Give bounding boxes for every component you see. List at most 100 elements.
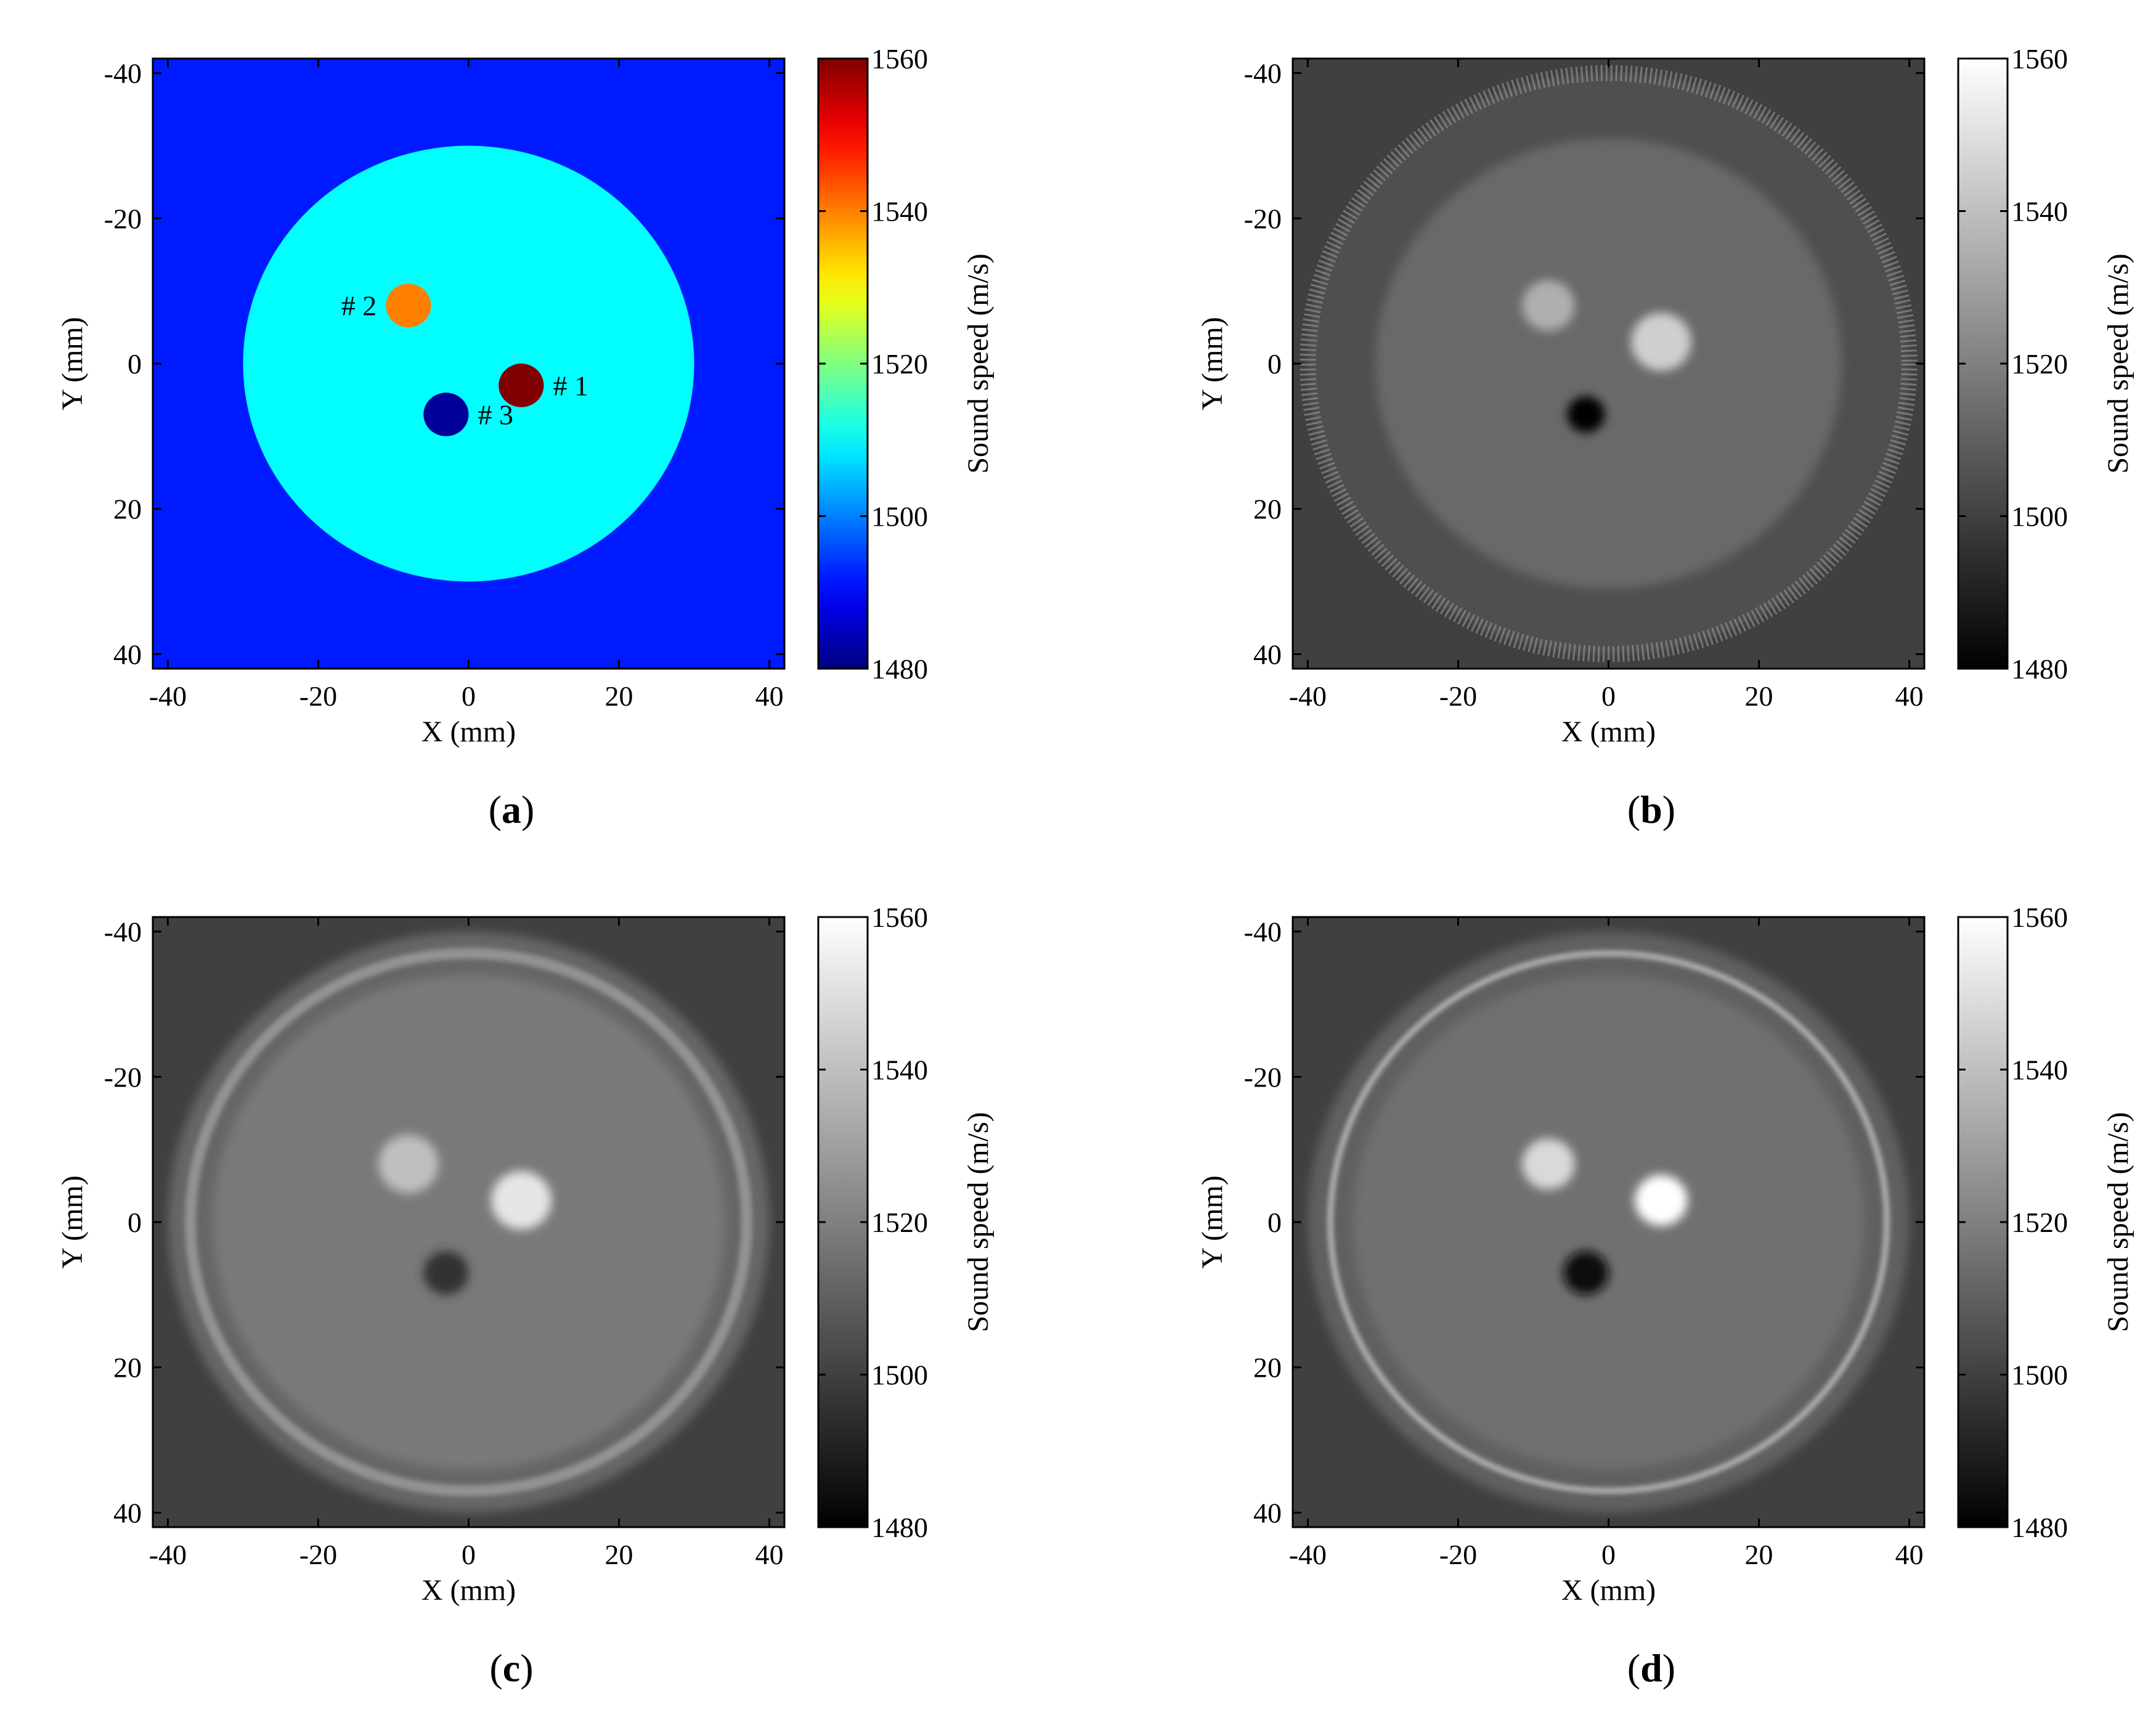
colorbar-tick-label: 1500: [871, 1360, 928, 1391]
inclusion-label-1: # 1: [553, 370, 589, 401]
y-tick-label: 40: [113, 638, 142, 670]
inclusion-1: [1635, 1175, 1688, 1226]
panel-label: (b): [1627, 788, 1675, 831]
y-axis-label: Y (mm): [56, 317, 89, 410]
colorbar-tick-label: 1480: [2011, 653, 2068, 685]
inclusion-label-2: # 2: [341, 290, 377, 322]
colorbar-tick-label: 1480: [871, 1512, 928, 1543]
y-tick-label: -40: [104, 916, 142, 948]
y-tick-label: -20: [104, 203, 142, 234]
inclusion-3: [1567, 396, 1605, 433]
x-tick-label: -20: [1439, 680, 1477, 712]
x-tick-label: 20: [605, 1539, 633, 1570]
y-tick-label: 0: [1267, 1207, 1282, 1238]
inclusion-2: [1522, 280, 1575, 331]
y-tick-label: -20: [104, 1061, 142, 1093]
y-tick-label: -20: [1244, 203, 1282, 234]
y-tick-label: 20: [113, 494, 142, 525]
heatmap-image: [153, 59, 784, 669]
phantom-interior: [1353, 975, 1865, 1469]
inclusion-2: [378, 1135, 439, 1193]
colorbar: [817, 57, 869, 670]
colorbar-tick-label: 1540: [2011, 196, 2068, 227]
heatmap-image: [1293, 917, 1924, 1527]
y-tick-label: 20: [1253, 494, 1282, 525]
x-axis-label: X (mm): [421, 1574, 516, 1607]
inclusion-3: [423, 393, 469, 436]
x-tick-label: -40: [149, 1539, 187, 1570]
colorbar-tick-label: 1560: [871, 43, 928, 75]
y-axis-label: Y (mm): [56, 1175, 89, 1269]
colorbar-tick-label: 1500: [2011, 501, 2068, 532]
y-tick-label: 0: [1267, 348, 1282, 380]
inclusion-label-3: # 3: [478, 399, 514, 431]
colorbar-tick-label: 1500: [871, 501, 928, 532]
y-tick-label: -40: [1244, 916, 1282, 948]
x-axis-label: X (mm): [1561, 716, 1656, 748]
x-tick-label: -40: [149, 680, 187, 712]
x-tick-label: 20: [1745, 1539, 1773, 1570]
x-axis-label: X (mm): [1561, 1574, 1656, 1607]
x-tick-label: 40: [1895, 1539, 1924, 1570]
x-tick-label: 0: [462, 680, 476, 712]
y-tick-label: -40: [104, 58, 142, 89]
colorbar-tick-label: 1480: [2011, 1512, 2068, 1543]
x-tick-label: 0: [1601, 1539, 1616, 1570]
y-tick-label: -20: [1244, 1061, 1282, 1093]
phantom-rim: [1327, 950, 1890, 1494]
colorbar-tick-label: 1520: [2011, 348, 2068, 380]
colorbar-tick-label: 1520: [871, 348, 928, 380]
colorbar-tick-label: 1540: [2011, 1054, 2068, 1086]
inclusion-1: [491, 1171, 551, 1229]
colorbar-tick-label: 1480: [871, 653, 928, 685]
y-tick-label: 20: [1253, 1352, 1282, 1384]
y-tick-label: 0: [128, 1207, 142, 1238]
inclusion-3: [423, 1251, 469, 1295]
phantom-interior: [213, 975, 725, 1469]
colorbar-label: Sound speed (m/s): [2102, 1112, 2134, 1332]
inclusion-3: [1563, 1251, 1609, 1295]
colorbar-tick-label: 1540: [871, 1054, 928, 1086]
x-tick-label: 0: [462, 1539, 476, 1570]
y-axis-label: Y (mm): [1196, 1175, 1229, 1269]
x-tick-label: -40: [1289, 680, 1327, 712]
colorbar-label: Sound speed (m/s): [2102, 253, 2134, 473]
x-tick-label: 20: [605, 680, 633, 712]
phantom-rim: [185, 947, 752, 1497]
x-tick-label: -20: [1439, 1539, 1477, 1570]
y-tick-label: 40: [1253, 1497, 1282, 1528]
colorbar-tick-label: 1500: [2011, 1360, 2068, 1391]
phantom-edge-noise: [1300, 65, 1918, 663]
x-tick-label: 40: [1895, 680, 1924, 712]
inclusion-2: [1522, 1138, 1575, 1189]
colorbar-tick-label: 1560: [2011, 902, 2068, 933]
y-tick-label: -40: [1244, 58, 1282, 89]
x-tick-label: -40: [1289, 1539, 1327, 1570]
x-tick-label: 40: [755, 1539, 784, 1570]
y-tick-label: 0: [128, 348, 142, 380]
y-tick-label: 40: [1253, 638, 1282, 670]
y-axis-label: Y (mm): [1196, 317, 1229, 410]
x-tick-label: 0: [1601, 680, 1616, 712]
heatmap-image: [1293, 59, 1924, 669]
colorbar: [1957, 916, 2009, 1528]
phantom-disk: [243, 145, 694, 582]
panel-label: (a): [489, 788, 535, 831]
heatmap-image: [153, 917, 784, 1527]
colorbar-tick-label: 1520: [2011, 1207, 2068, 1238]
colorbar-label: Sound speed (m/s): [962, 1112, 995, 1332]
panel-label: (c): [489, 1646, 533, 1690]
inclusion-1: [498, 364, 544, 407]
inclusion-2: [386, 283, 431, 328]
x-tick-label: 40: [755, 680, 784, 712]
colorbar-tick-label: 1520: [871, 1207, 928, 1238]
y-tick-label: 20: [113, 1352, 142, 1384]
x-axis-label: X (mm): [421, 716, 516, 748]
colorbar-tick-label: 1560: [2011, 43, 2068, 75]
